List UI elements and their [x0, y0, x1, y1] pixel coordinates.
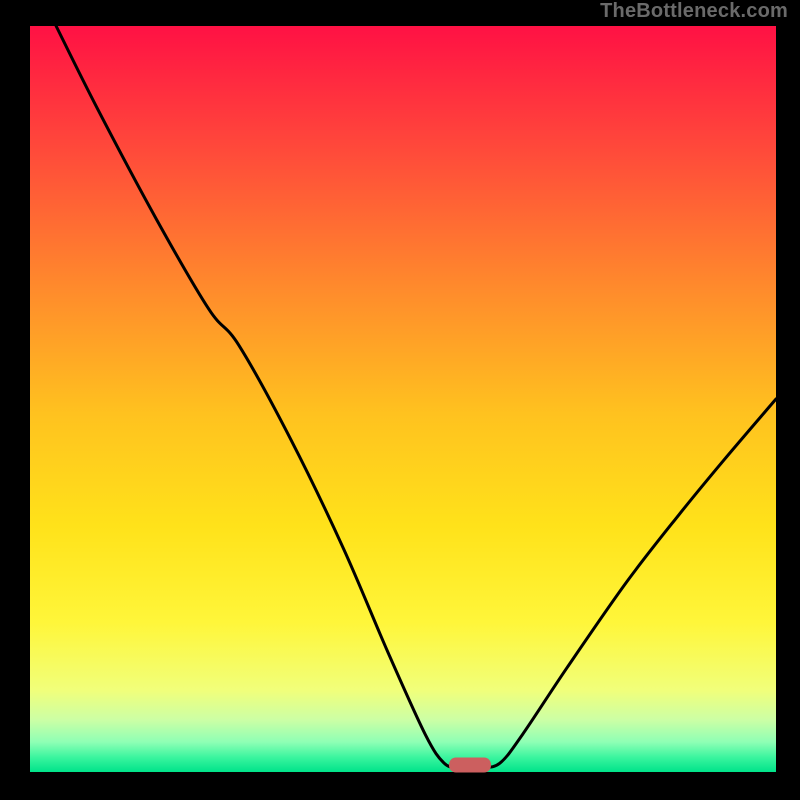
min-marker: [449, 757, 491, 772]
curve-layer: [0, 0, 800, 800]
bottleneck-curve: [56, 26, 776, 768]
chart-frame: TheBottleneck.com: [0, 0, 800, 800]
